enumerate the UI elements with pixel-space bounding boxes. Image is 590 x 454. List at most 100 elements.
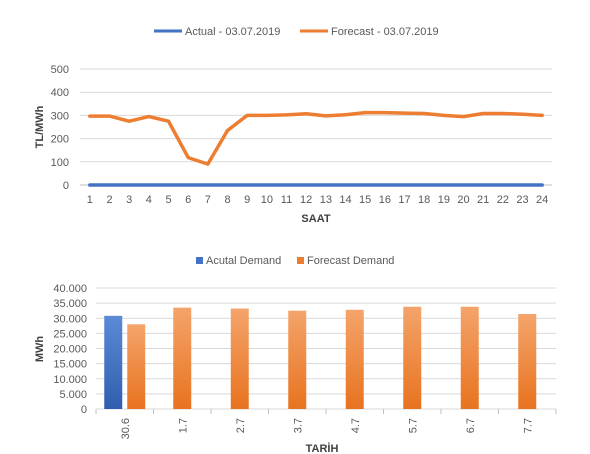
bar-y-tick-label: 30.000	[53, 313, 87, 325]
line-chart-y-axis-title: TL/MWh	[34, 105, 46, 148]
line-point-forecast	[442, 114, 446, 117]
line-point-actual	[88, 183, 92, 187]
line-x-tick-label: 10	[261, 194, 273, 206]
line-point-actual	[422, 183, 426, 187]
bar-forecast-demand	[518, 314, 537, 409]
bar-chart-legend: Acutal Demand Forecast Demand	[196, 255, 394, 267]
line-point-actual	[186, 183, 190, 187]
bar-x-tick-label: 4.7	[350, 418, 362, 433]
line-x-tick-label: 4	[146, 194, 152, 206]
line-point-actual	[167, 183, 170, 187]
bar-forecast-demand	[403, 306, 422, 409]
line-point-actual	[383, 183, 387, 187]
line-point-forecast	[462, 115, 465, 118]
line-point-forecast	[245, 114, 249, 117]
bar-forecast-demand	[230, 308, 249, 409]
line-chart-x-axis-title: SAAT	[301, 213, 330, 225]
line-point-actual	[285, 183, 288, 187]
line-x-tick-label: 9	[244, 194, 250, 206]
legend-label-forecast: Forecast - 03.07.2019	[331, 26, 439, 38]
line-point-actual	[245, 183, 249, 187]
line-x-tick-label: 18	[418, 194, 430, 206]
line-point-actual	[344, 183, 347, 187]
line-chart-y-ticks: 0 100 200 300 400 500	[51, 64, 69, 192]
bar-forecast-demand	[173, 307, 192, 409]
bar-forecast-demand	[345, 309, 364, 409]
line-x-tick-label: 16	[379, 194, 391, 206]
line-point-forecast	[147, 115, 151, 118]
line-point-actual	[403, 183, 406, 187]
bar-forecast-demand	[288, 310, 307, 409]
line-point-forecast	[363, 111, 367, 114]
legend-label-actual: Actual - 03.07.2019	[185, 26, 280, 38]
bar-chart-x-axis-title: TARİH	[306, 442, 339, 454]
line-chart: Actual - 03.07.2019 Forecast - 03.07.201…	[34, 26, 552, 225]
line-x-tick-label: 14	[339, 194, 351, 206]
line-y-tick-label: 200	[51, 134, 69, 146]
bar-y-tick-label: 0	[81, 404, 87, 416]
line-x-tick-label: 13	[320, 194, 332, 206]
bar-x-tick-label: 3.7	[292, 418, 304, 433]
line-point-actual	[147, 183, 151, 187]
bar-chart-y-ticks: 0 5.000 10.000 15.000 20.000 25.000 30.000 35.0…	[53, 283, 87, 416]
bar-y-tick-label: 5.000	[59, 389, 87, 401]
line-x-tick-label: 17	[398, 194, 410, 206]
line-y-tick-label: 300	[51, 110, 69, 122]
bar-chart-y-axis-title: MWh	[34, 336, 46, 363]
line-x-tick-label: 22	[497, 194, 509, 206]
line-x-tick-label: 6	[185, 194, 191, 206]
line-point-forecast	[167, 120, 170, 123]
line-point-forecast	[186, 156, 190, 159]
legend-label-forecast-demand: Forecast Demand	[307, 255, 394, 267]
line-point-actual	[363, 183, 367, 187]
line-x-tick-label: 23	[516, 194, 528, 206]
line-point-forecast	[540, 114, 544, 117]
line-point-actual	[265, 183, 269, 187]
line-point-forecast	[383, 111, 387, 114]
line-x-tick-label: 15	[359, 194, 371, 206]
line-point-actual	[127, 183, 131, 187]
line-point-forecast	[206, 162, 210, 166]
bar-actual-demand	[104, 315, 123, 409]
bar-forecast-demand	[460, 306, 479, 409]
bar-y-tick-label: 35.000	[53, 298, 87, 310]
line-point-forecast	[324, 114, 328, 118]
line-point-forecast	[501, 112, 505, 115]
line-x-tick-label: 5	[165, 194, 171, 206]
line-series-forecast	[88, 110, 544, 166]
bar-y-tick-label: 25.000	[53, 328, 87, 340]
bar-x-tick-label: 7.7	[522, 418, 534, 433]
bar-x-tick-label: 2.7	[235, 418, 247, 433]
line-x-tick-label: 3	[126, 194, 132, 206]
bar-y-tick-label: 10.000	[53, 374, 87, 386]
line-point-actual	[108, 183, 111, 187]
line-point-forecast	[127, 120, 131, 123]
line-x-tick-label: 19	[438, 194, 450, 206]
line-point-forecast	[88, 114, 92, 118]
line-point-actual	[442, 183, 446, 187]
line-point-actual	[206, 183, 210, 187]
line-chart-gridlines	[80, 68, 552, 186]
line-point-actual	[324, 183, 328, 187]
legend-swatch-actual-demand	[196, 257, 203, 264]
line-x-tick-label: 11	[281, 194, 292, 206]
bar-x-tick-label: 6.7	[465, 418, 477, 433]
bar-x-tick-label: 1.7	[177, 418, 189, 433]
legend-label-actual-demand: Acutal Demand	[206, 255, 281, 267]
line-point-actual	[481, 183, 485, 187]
line-point-forecast	[265, 114, 269, 117]
line-x-tick-label: 7	[205, 194, 211, 206]
bar-chart-x-ticks: 30.6 1.7 2.7 3.7 4.7 5.7 6.7 7.7	[95, 409, 557, 439]
line-point-actual	[462, 183, 465, 187]
line-chart-series	[88, 110, 544, 187]
line-y-tick-label: 0	[63, 180, 69, 192]
line-y-tick-label: 100	[51, 157, 69, 169]
line-point-actual	[501, 183, 505, 187]
line-point-forecast	[226, 129, 229, 132]
bar-chart: Acutal Demand Forecast Demand 0 5.000 10.0…	[34, 255, 557, 454]
line-point-forecast	[481, 112, 485, 115]
line-x-tick-label: 1	[87, 194, 93, 206]
bar-chart-gridlines	[96, 287, 556, 410]
bar-y-tick-label: 40.000	[53, 283, 87, 295]
